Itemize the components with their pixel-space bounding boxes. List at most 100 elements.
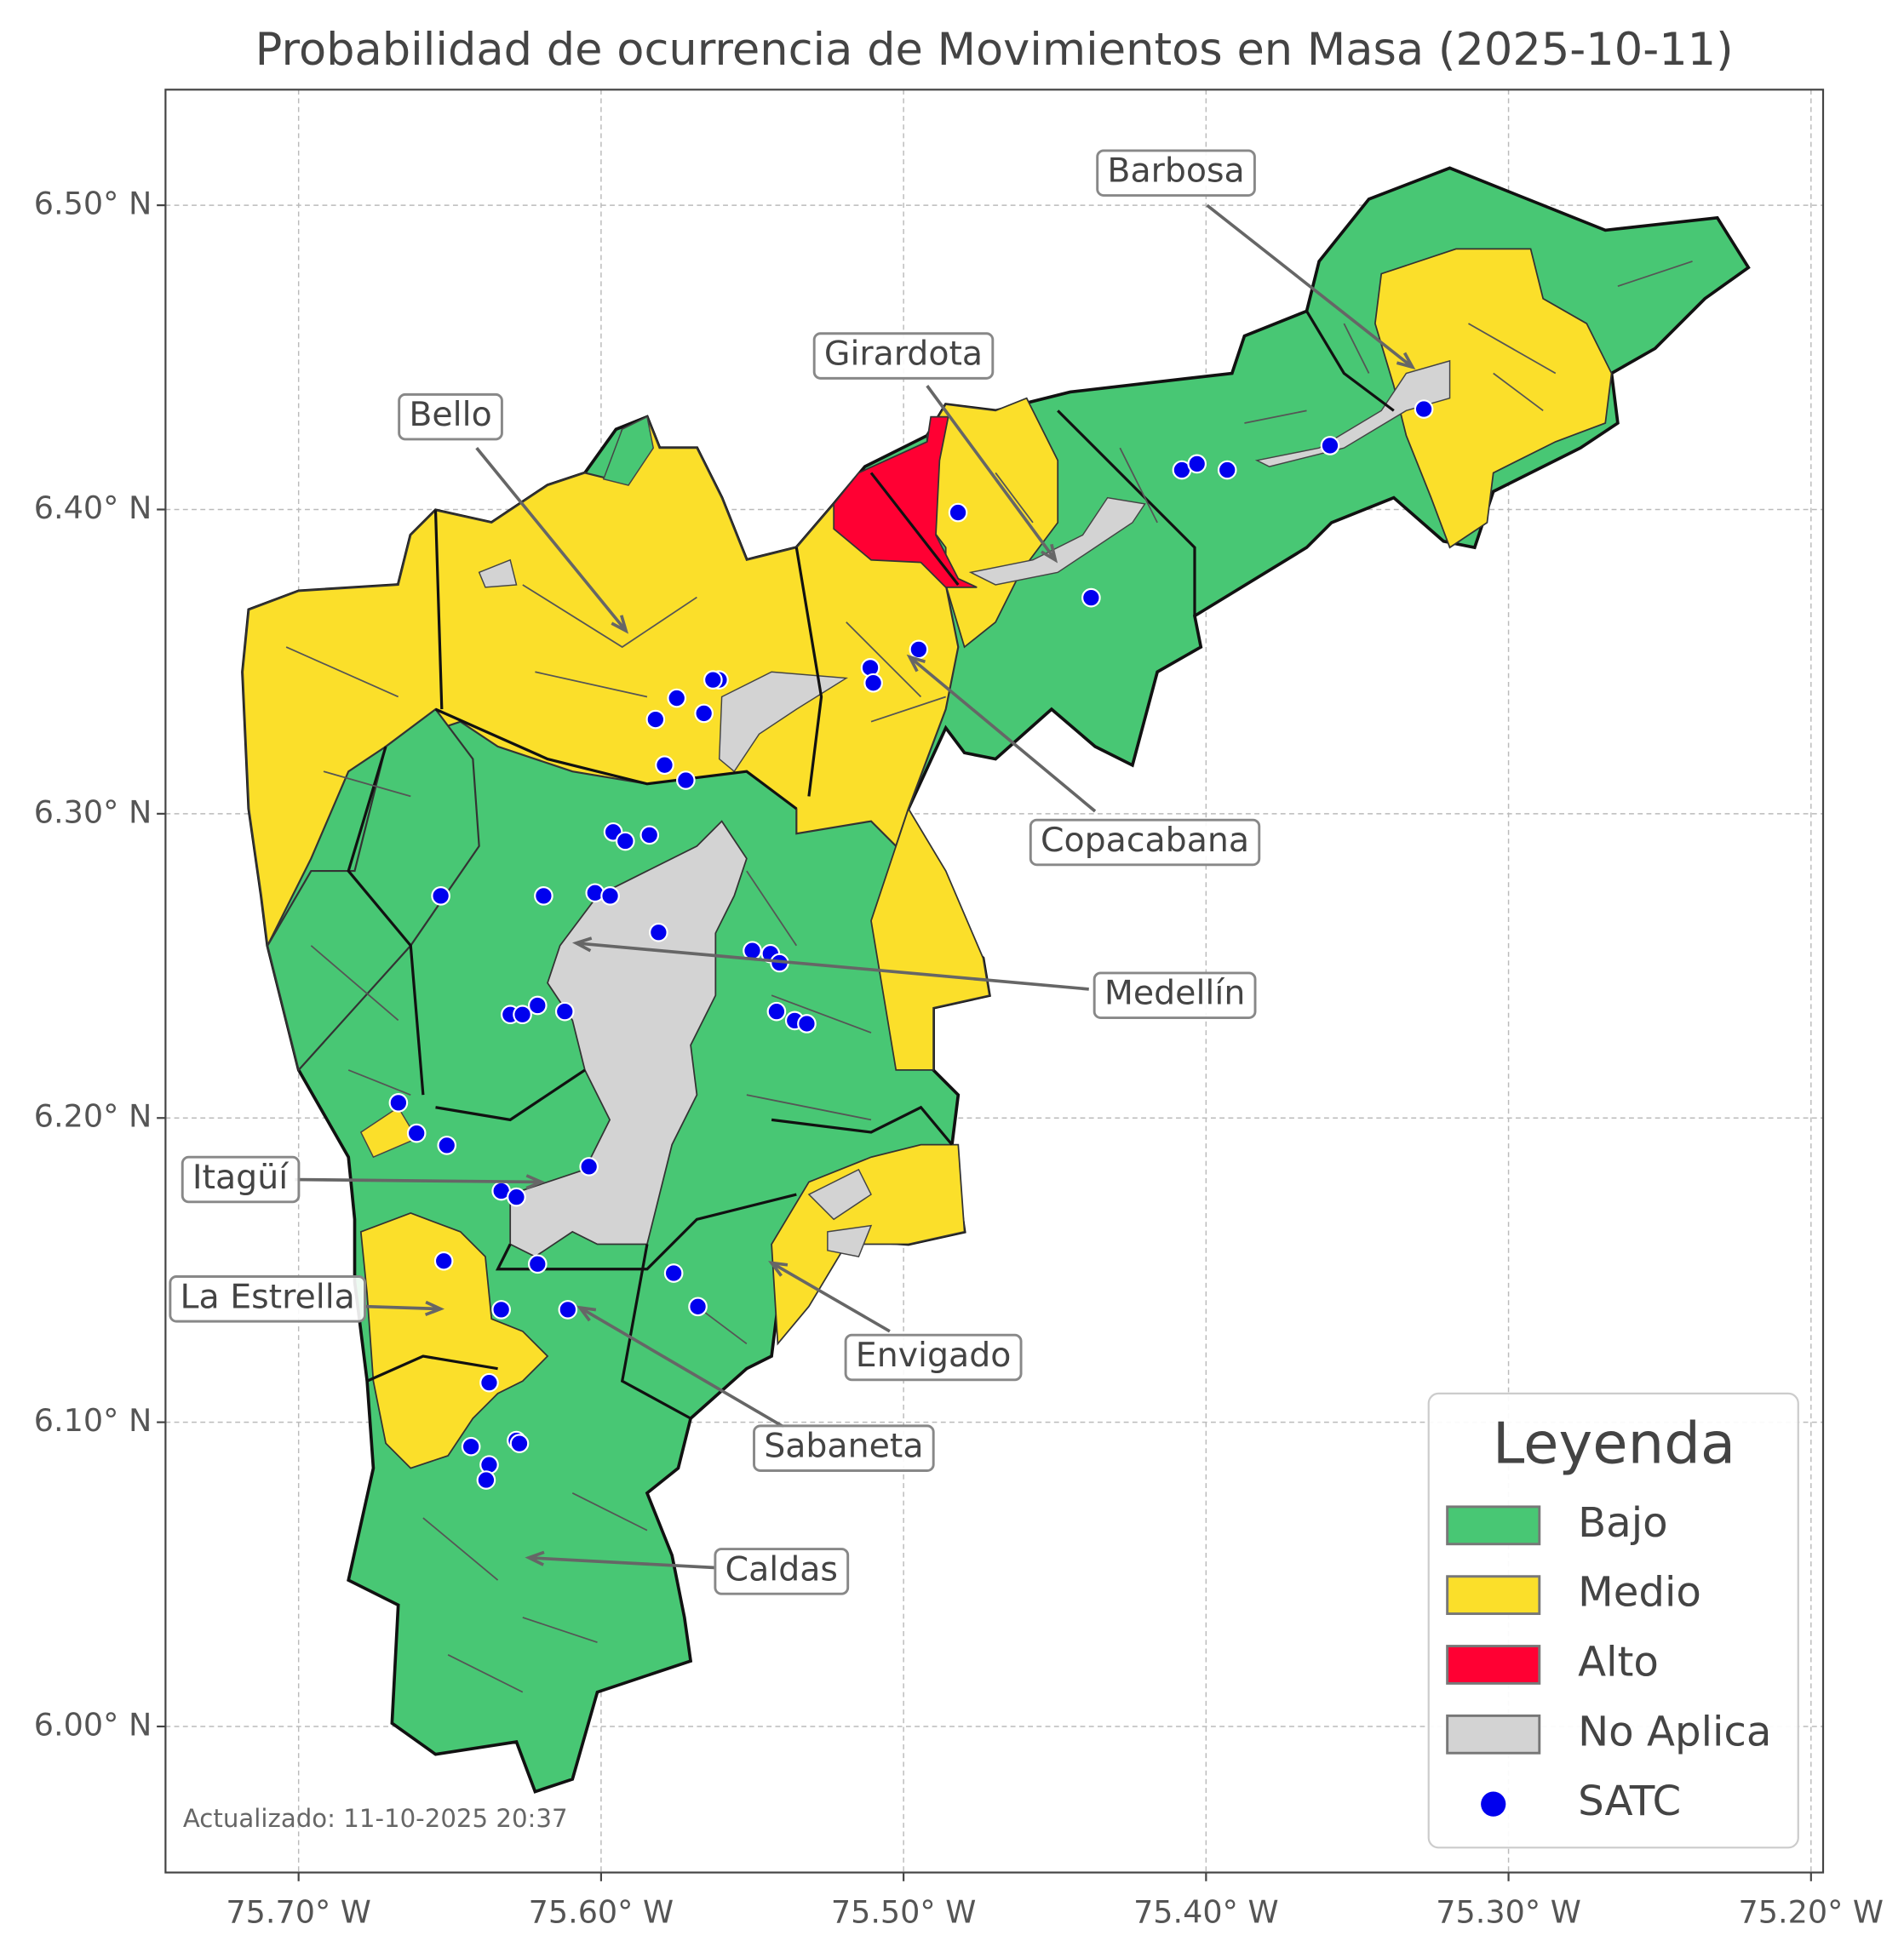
station-point — [1320, 436, 1340, 455]
map-regions — [241, 166, 1751, 1794]
station-point — [703, 670, 723, 690]
map-title: Probabilidad de ocurrencia de Movimiento… — [255, 24, 1734, 76]
region — [968, 496, 1146, 586]
annotation-arrow — [529, 1555, 716, 1570]
station-point — [1081, 587, 1101, 608]
region — [267, 707, 480, 1073]
annotation-arrow — [771, 1261, 891, 1333]
arrow-head — [611, 615, 629, 634]
legend-swatch — [1446, 1575, 1541, 1616]
footnote: Actualizado: 11-10-2025 20:37 — [183, 1804, 568, 1833]
station-point — [688, 1297, 708, 1317]
annotation-box — [1093, 971, 1257, 1019]
axes: 75.70° W 75.60° W 75.50° W 75.40° W 75.30° W… — [34, 89, 1884, 1930]
arrow-head — [571, 936, 593, 953]
legend-label: No Aplica — [1578, 1708, 1771, 1755]
annotation-box — [398, 392, 503, 441]
station-point — [1217, 460, 1237, 480]
annotations: Barbosa Girardota Bello Copacabana Medellín I… — [169, 149, 1416, 1595]
annotation-arrow — [295, 1177, 542, 1184]
station-point — [491, 1300, 511, 1320]
region — [833, 415, 978, 588]
annotation-arrow — [926, 385, 1057, 561]
annotation-arrow — [475, 447, 628, 633]
annotation-box — [181, 1155, 301, 1204]
legend-swatch — [1446, 1714, 1541, 1755]
legend-swatch — [1446, 1645, 1541, 1685]
station-point — [554, 1001, 575, 1022]
annotation-box — [844, 1333, 1023, 1382]
arrow-head — [525, 1550, 545, 1566]
legend: Leyenda Bajo Medio Alto No Aplica SATC — [1427, 1392, 1799, 1849]
legend-label: Bajo — [1578, 1499, 1668, 1547]
annotation-label: Sabaneta — [764, 1427, 923, 1466]
station-point — [667, 688, 687, 708]
station-point — [600, 886, 620, 906]
region — [359, 1212, 549, 1469]
annotation-box — [1096, 149, 1256, 197]
region — [807, 1168, 872, 1221]
station-point — [406, 1123, 427, 1143]
y-tick-label: 6.50° N — [34, 186, 152, 222]
station-point — [766, 1001, 787, 1022]
region — [241, 415, 960, 949]
station-point — [676, 770, 696, 790]
region — [1254, 359, 1451, 467]
annotation-box — [1029, 818, 1261, 867]
station-point — [663, 1263, 684, 1283]
annotation-box — [753, 1424, 935, 1472]
region — [718, 671, 849, 773]
annotation-label: Girardota — [824, 335, 983, 374]
x-tick-label: 75.60° W — [529, 1893, 674, 1930]
y-tick-label: 6.40° N — [34, 490, 152, 526]
plot-frame — [164, 89, 1825, 1874]
annotation-label: Barbosa — [1107, 152, 1244, 191]
legend-title: Leyenda — [1493, 1410, 1735, 1476]
station-point — [527, 995, 548, 1016]
arrow-head — [525, 1174, 546, 1190]
station-point — [615, 831, 635, 851]
station-point — [527, 1254, 548, 1274]
annotation-label: La Estrella — [181, 1277, 355, 1316]
station-point — [431, 886, 450, 906]
station-point — [476, 1470, 496, 1490]
station-point — [797, 1014, 817, 1033]
region — [509, 820, 748, 1258]
legend-label: SATC — [1578, 1778, 1681, 1825]
annotation-arrow — [576, 942, 1089, 991]
station-point — [461, 1436, 481, 1457]
arrow-head — [1396, 352, 1416, 370]
region — [827, 1224, 873, 1257]
annotation-label: Itagüí — [192, 1158, 289, 1197]
annotation-arrow — [1206, 203, 1414, 369]
annotation-label: Copacabana — [1041, 821, 1249, 860]
legend-swatch — [1446, 1505, 1541, 1546]
x-tick-label: 75.20° W — [1739, 1893, 1884, 1930]
x-tick-label: 75.70° W — [226, 1893, 371, 1930]
annotation-label: Envigado — [856, 1336, 1012, 1375]
station-point — [507, 1187, 526, 1207]
region-boundary — [285, 261, 1693, 1693]
arrow-head — [576, 1305, 597, 1322]
station-point — [694, 703, 714, 724]
arrow-head — [424, 1300, 445, 1317]
annotation-box — [169, 1275, 367, 1323]
legend-marker — [1481, 1791, 1506, 1817]
station-point — [909, 639, 929, 660]
y-tick-label: 6.30° N — [34, 793, 152, 830]
station-point — [513, 1005, 532, 1025]
annotation-box — [812, 332, 995, 380]
x-tick-label: 75.40° W — [1133, 1893, 1279, 1930]
municipal-boundary — [347, 310, 1395, 1420]
annotation-arrow — [909, 656, 1097, 813]
x-tick-label: 75.50° W — [831, 1893, 977, 1930]
y-tick-label: 6.10° N — [34, 1402, 152, 1439]
annotation-arrow — [579, 1306, 785, 1429]
station-point — [655, 755, 674, 776]
station-point — [433, 1251, 454, 1271]
y-tick-label: 6.00° N — [34, 1707, 152, 1743]
region — [478, 558, 518, 588]
station-point — [437, 1136, 457, 1155]
y-tick-label: 6.20° N — [34, 1098, 152, 1135]
